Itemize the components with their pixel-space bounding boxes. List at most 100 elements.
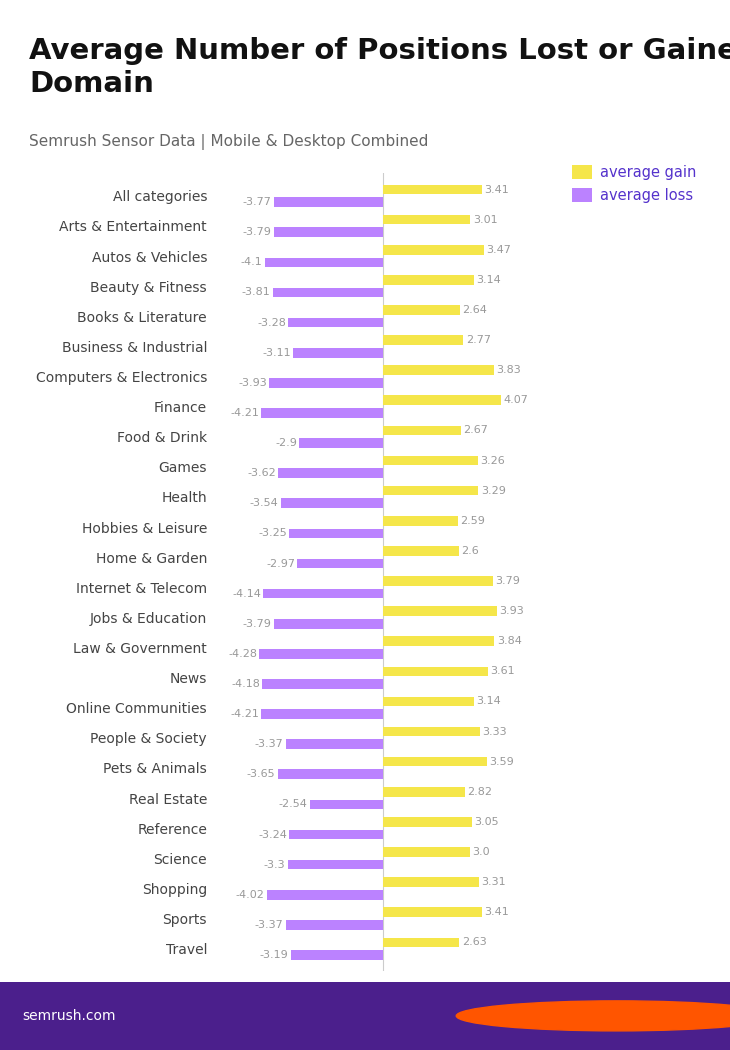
Bar — [289, 528, 383, 539]
Bar — [383, 757, 487, 766]
Text: -3.3: -3.3 — [264, 860, 285, 869]
Text: 2.6: 2.6 — [461, 546, 479, 555]
Text: 3.79: 3.79 — [495, 576, 520, 586]
Text: 3.14: 3.14 — [477, 275, 502, 285]
Text: -3.65: -3.65 — [247, 770, 275, 779]
Text: -3.11: -3.11 — [262, 348, 291, 358]
Text: -3.28: -3.28 — [257, 317, 286, 328]
Text: -4.21: -4.21 — [230, 709, 259, 719]
Text: 2.77: 2.77 — [466, 335, 491, 345]
Text: -3.24: -3.24 — [258, 830, 287, 840]
Text: 3.29: 3.29 — [481, 486, 506, 496]
Bar — [383, 335, 464, 344]
Bar — [261, 709, 383, 719]
Text: -3.79: -3.79 — [242, 618, 272, 629]
Bar — [383, 938, 459, 947]
Text: semrush.com: semrush.com — [22, 1009, 115, 1023]
Text: 3.31: 3.31 — [481, 877, 506, 887]
Bar — [383, 786, 465, 797]
Bar — [259, 649, 383, 658]
Text: -3.81: -3.81 — [242, 288, 271, 297]
Text: -3.77: -3.77 — [243, 197, 272, 207]
Text: Semrush Sensor Data | Mobile & Desktop Combined: Semrush Sensor Data | Mobile & Desktop C… — [29, 134, 429, 150]
Text: 3.41: 3.41 — [484, 907, 509, 918]
Text: 3.93: 3.93 — [499, 606, 524, 616]
Text: 4.07: 4.07 — [504, 395, 529, 405]
Text: 2.64: 2.64 — [462, 304, 487, 315]
Bar — [383, 486, 478, 496]
Bar — [383, 275, 474, 285]
Text: -3.19: -3.19 — [260, 950, 288, 960]
Bar — [285, 920, 383, 929]
Text: Average Number of Positions Lost or Gained per
Domain: Average Number of Positions Lost or Gain… — [29, 37, 730, 99]
Text: 3.84: 3.84 — [496, 636, 522, 646]
Bar — [285, 739, 383, 749]
Text: -4.21: -4.21 — [230, 408, 259, 418]
Text: -3.54: -3.54 — [250, 499, 278, 508]
Bar — [274, 197, 383, 207]
Bar — [274, 228, 383, 237]
Bar — [288, 860, 383, 869]
Bar — [383, 215, 470, 225]
Bar — [297, 559, 383, 568]
Bar — [383, 576, 493, 586]
Bar — [264, 257, 383, 267]
Text: SEMRUSH: SEMRUSH — [639, 1007, 730, 1025]
Text: 2.82: 2.82 — [467, 786, 492, 797]
Circle shape — [456, 1001, 730, 1031]
Text: -4.1: -4.1 — [240, 257, 262, 268]
Text: -4.28: -4.28 — [228, 649, 257, 658]
Text: 3.47: 3.47 — [486, 245, 511, 255]
Bar — [383, 185, 482, 194]
Bar — [383, 847, 470, 857]
Text: -4.18: -4.18 — [231, 679, 260, 689]
Bar — [264, 589, 383, 598]
Bar — [383, 606, 497, 616]
Bar — [291, 950, 383, 960]
Bar — [277, 770, 383, 779]
Bar — [383, 306, 460, 315]
Bar — [262, 679, 383, 689]
Text: 3.26: 3.26 — [480, 456, 504, 465]
Bar — [310, 800, 383, 810]
Text: 3.33: 3.33 — [482, 727, 507, 736]
Bar — [288, 318, 383, 328]
Text: 3.83: 3.83 — [496, 365, 521, 375]
Bar — [383, 546, 458, 555]
Text: -2.9: -2.9 — [275, 438, 297, 448]
Bar — [383, 636, 494, 646]
Text: 3.0: 3.0 — [472, 847, 490, 857]
Bar — [383, 667, 488, 676]
Bar — [383, 727, 480, 736]
Text: -3.37: -3.37 — [255, 920, 283, 930]
Text: -3.25: -3.25 — [258, 528, 287, 539]
Text: 2.67: 2.67 — [463, 425, 488, 436]
Text: 3.05: 3.05 — [474, 817, 499, 827]
Bar — [299, 438, 383, 448]
Text: 2.59: 2.59 — [461, 516, 485, 526]
Text: 3.41: 3.41 — [484, 185, 509, 194]
Bar — [383, 396, 501, 405]
Text: 3.14: 3.14 — [477, 696, 502, 707]
Bar — [278, 468, 383, 478]
Bar — [261, 408, 383, 418]
Bar — [274, 618, 383, 629]
Text: 3.61: 3.61 — [490, 667, 515, 676]
Bar — [273, 288, 383, 297]
Bar — [383, 365, 494, 375]
Text: -4.02: -4.02 — [236, 889, 264, 900]
Bar — [383, 516, 458, 526]
Bar — [281, 499, 383, 508]
Text: -2.54: -2.54 — [279, 799, 307, 810]
Text: -2.97: -2.97 — [266, 559, 295, 568]
Legend: average gain, average loss: average gain, average loss — [572, 165, 696, 204]
Bar — [383, 456, 477, 465]
Text: -3.37: -3.37 — [255, 739, 283, 750]
Bar — [267, 890, 383, 900]
Text: -3.62: -3.62 — [247, 468, 276, 478]
Text: -3.79: -3.79 — [242, 227, 272, 237]
Bar — [383, 425, 461, 436]
Bar — [383, 245, 484, 254]
Bar — [383, 696, 474, 707]
Text: -4.14: -4.14 — [232, 589, 261, 598]
